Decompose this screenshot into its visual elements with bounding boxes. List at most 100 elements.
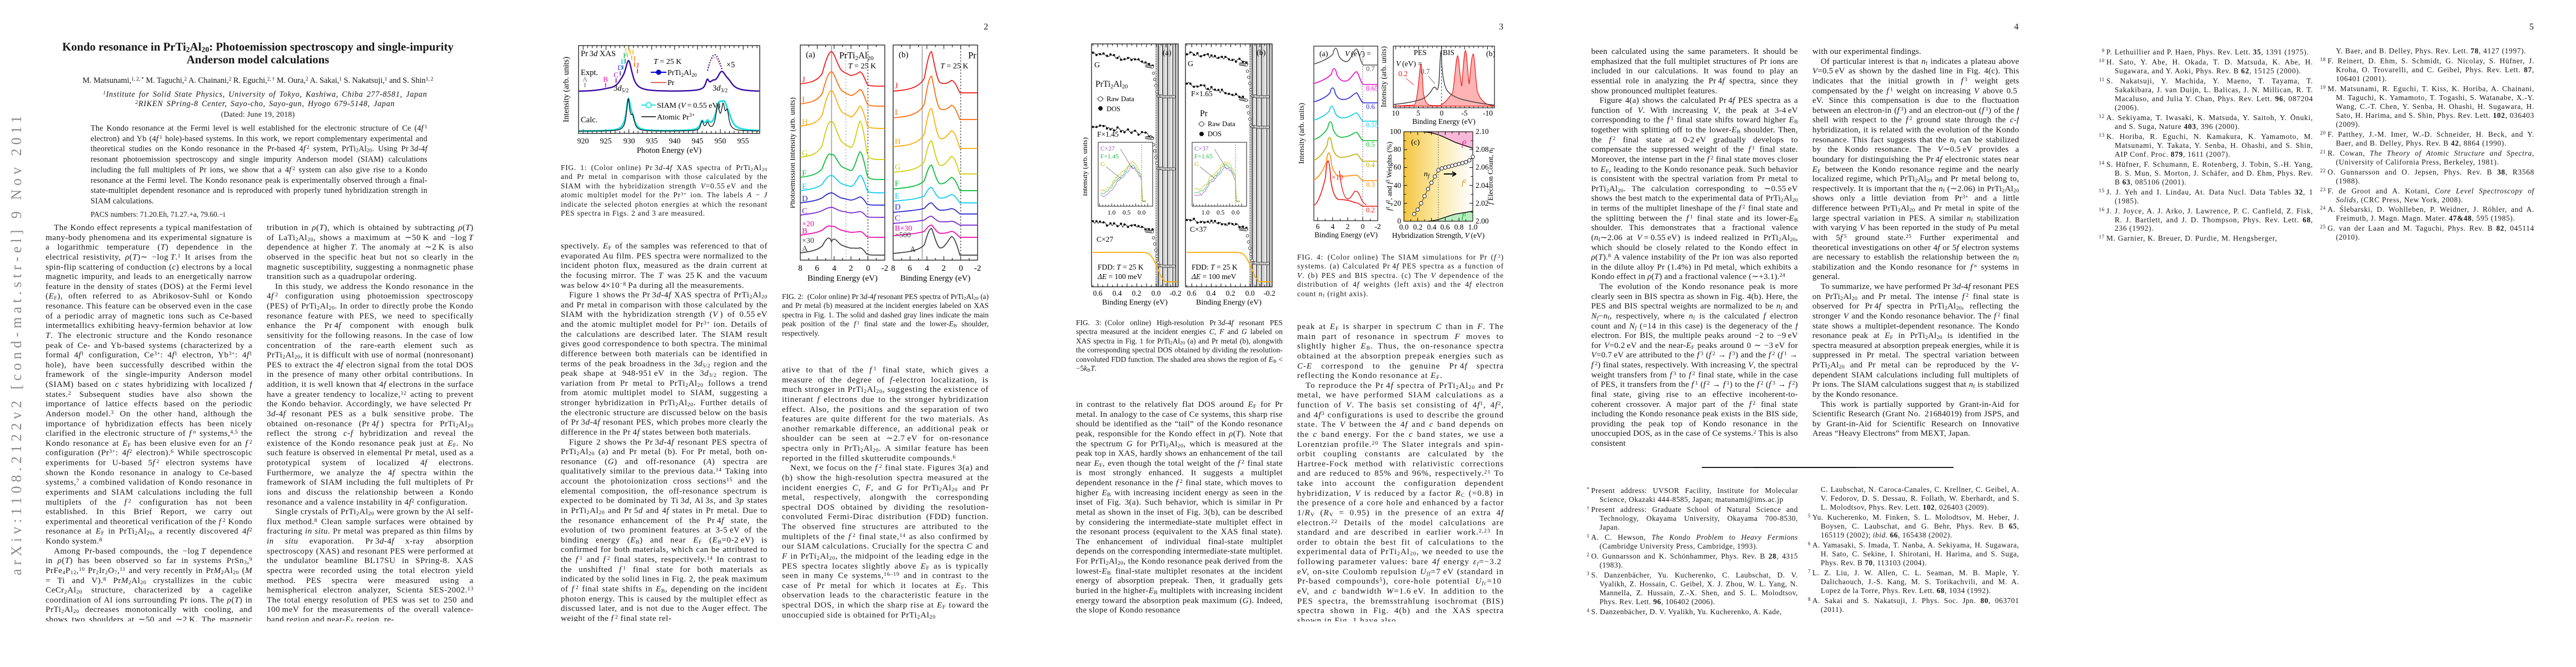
svg-text:H: H <box>629 48 634 56</box>
svg-text:D: D <box>617 63 622 72</box>
svg-text:V (eV) =: V (eV) = <box>1345 49 1371 58</box>
svg-text:E: E <box>621 57 625 66</box>
svg-text:F×1.45: F×1.45 <box>1097 130 1119 138</box>
svg-text:T = 25 K: T = 25 K <box>940 62 968 71</box>
svg-text:×500: ×500 <box>895 231 911 240</box>
svg-text:nf: nf <box>1424 170 1430 180</box>
svg-text:(c): (c) <box>1411 138 1420 147</box>
svg-text:925: 925 <box>600 137 612 146</box>
svg-text:T = 25 K: T = 25 K <box>848 62 876 71</box>
svg-text:0.4: 0.4 <box>1366 161 1375 169</box>
svg-text:G: G <box>625 46 630 54</box>
svg-text:0.4: 0.4 <box>1113 289 1122 297</box>
svg-text:2.06: 2.06 <box>1476 163 1489 171</box>
svg-text:(b): (b) <box>899 51 909 59</box>
svg-text:B: B <box>603 75 608 83</box>
svg-text:J: J <box>895 82 898 91</box>
svg-text:6: 6 <box>908 264 912 273</box>
svg-text:60: 60 <box>1394 163 1402 171</box>
svg-text:-2: -2 <box>1374 222 1381 231</box>
svg-text:G: G <box>802 149 808 158</box>
svg-text:3d3/2: 3d3/2 <box>712 84 728 94</box>
svg-text:FDD: T = 25 K: FDD: T = 25 K <box>1098 263 1144 271</box>
svg-text:Pr: Pr <box>968 50 976 61</box>
svg-text:SIAM (V = 0.55 eV): SIAM (V = 0.55 eV) <box>657 102 721 110</box>
svg-text:1.0: 1.0 <box>1108 210 1116 216</box>
svg-text:Binding Energy (eV): Binding Energy (eV) <box>1412 117 1476 126</box>
svg-text:-10: -10 <box>1483 109 1493 117</box>
svg-text:2.04: 2.04 <box>1476 181 1489 190</box>
svg-text:0.7: 0.7 <box>1366 65 1375 73</box>
svg-text:930: 930 <box>624 137 635 146</box>
svg-text:0.3: 0.3 <box>1366 181 1375 188</box>
svg-text:20: 20 <box>1394 199 1402 207</box>
svg-text:955: 955 <box>738 137 749 146</box>
svg-text:Photon Energy (eV): Photon Energy (eV) <box>637 146 702 155</box>
svg-text:A: A <box>582 75 588 83</box>
svg-text:-0.2: -0.2 <box>1169 289 1181 297</box>
svg-text:8: 8 <box>798 264 803 273</box>
svg-text:H: H <box>802 118 808 127</box>
svg-text:10: 10 <box>1392 109 1399 117</box>
svg-text:(a): (a) <box>806 51 815 59</box>
svg-text:1.0: 1.0 <box>1202 210 1210 216</box>
svg-text:E: E <box>802 182 807 191</box>
svg-text:ΔE = 100 meV: ΔE = 100 meV <box>1097 272 1143 281</box>
svg-text:4: 4 <box>1331 222 1335 231</box>
svg-text:4: 4 <box>832 264 836 273</box>
svg-text:C×27: C×27 <box>1097 235 1113 243</box>
svg-text:G: G <box>1194 161 1199 168</box>
svg-text:G: G <box>895 163 901 172</box>
svg-text:0.8: 0.8 <box>1454 223 1464 231</box>
svg-text:Binding Energy (eV): Binding Energy (eV) <box>1196 298 1262 307</box>
svg-text:Binding Energy (eV): Binding Energy (eV) <box>1314 231 1378 239</box>
svg-text:×20: ×20 <box>802 220 814 228</box>
svg-text:0.2: 0.2 <box>1398 69 1408 78</box>
svg-text:0.2: 0.2 <box>1226 289 1235 297</box>
svg-text:0.4: 0.4 <box>1207 289 1216 297</box>
svg-text:0: 0 <box>959 264 963 273</box>
svg-text:950: 950 <box>715 137 726 146</box>
svg-text:(b): (b) <box>1257 49 1266 57</box>
svg-text:2: 2 <box>1346 222 1350 231</box>
svg-text:935: 935 <box>646 137 658 146</box>
svg-text:0.0: 0.0 <box>1399 223 1409 231</box>
svg-text:ΔE = 100 meV: ΔE = 100 meV <box>1191 272 1237 281</box>
svg-text:C×37: C×37 <box>1190 225 1207 233</box>
svg-text:f1: f1 <box>1462 212 1466 221</box>
svg-text:Intensity (arb. units): Intensity (arb. units) <box>1083 137 1089 196</box>
svg-text:6: 6 <box>815 264 819 273</box>
svg-text:-2: -2 <box>974 264 981 273</box>
svg-text:-2: -2 <box>881 264 889 273</box>
svg-text:F×1.65: F×1.65 <box>1191 89 1213 98</box>
svg-text:B: B <box>802 227 808 236</box>
svg-text:C: C <box>614 71 619 79</box>
svg-text:0.0: 0.0 <box>1152 289 1161 297</box>
svg-text:G: G <box>1100 161 1105 168</box>
svg-text:×5: ×5 <box>726 61 735 69</box>
svg-text:(a): (a) <box>1163 49 1172 57</box>
svg-text:A: A <box>802 245 808 253</box>
svg-text:0.0: 0.0 <box>1245 289 1255 297</box>
svg-text:(a): (a) <box>1319 50 1328 58</box>
svg-text:8: 8 <box>891 264 895 273</box>
svg-text:G: G <box>1094 61 1100 69</box>
svg-text:B×30: B×30 <box>895 225 912 233</box>
svg-text:Intensity (arb. units): Intensity (arb. units) <box>1379 46 1388 107</box>
svg-text:0.0: 0.0 <box>1138 210 1146 216</box>
svg-text:0.6: 0.6 <box>1441 223 1450 231</box>
svg-text:0.6: 0.6 <box>1093 289 1103 297</box>
svg-text:I: I <box>634 54 636 63</box>
svg-text:Pr: Pr <box>667 79 675 87</box>
svg-text:FDD: T = 25 K: FDD: T = 25 K <box>1192 263 1238 271</box>
svg-text:Pr 3d XAS: Pr 3d XAS <box>581 49 616 58</box>
svg-text:0: 0 <box>866 264 870 273</box>
svg-text:Raw Data: Raw Data <box>1107 95 1134 103</box>
svg-text:D: D <box>895 203 900 212</box>
svg-text:0.65: 0.65 <box>1366 84 1378 92</box>
svg-text:A: A <box>910 245 916 254</box>
svg-text:0.0: 0.0 <box>1232 210 1240 216</box>
svg-text:I: I <box>802 96 805 104</box>
svg-text:1.0: 1.0 <box>1468 223 1478 231</box>
svg-text:DOS: DOS <box>1107 105 1120 113</box>
